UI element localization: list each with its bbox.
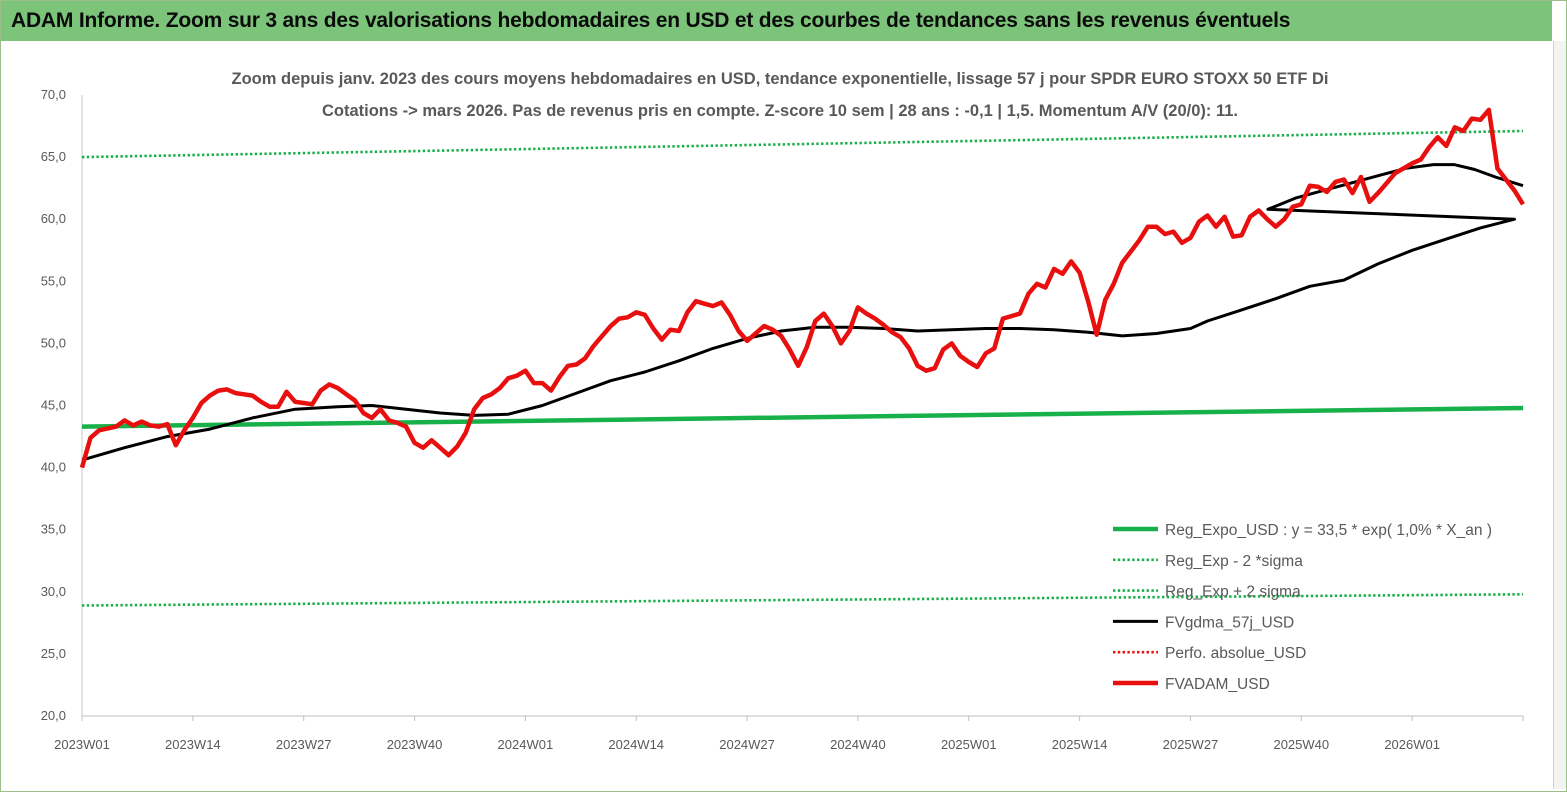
- chart-subtitle-line-1: Zoom depuis janv. 2023 des cours moyens …: [232, 70, 1329, 88]
- legend-reg-exp-plus-label: Reg_Exp + 2 sigma: [1165, 584, 1301, 601]
- x-tick-label: 2024W40: [830, 737, 886, 752]
- x-tick-label: 2025W40: [1273, 737, 1329, 752]
- y-tick-label: 50,0: [41, 335, 66, 350]
- legend-reg-expo-label: Reg_Expo_USD : y = 33,5 * exp( 1,0% * X_…: [1165, 522, 1492, 539]
- legend-reg-exp-minus-label: Reg_Exp - 2 *sigma: [1165, 553, 1303, 570]
- chart-axes: 20,0 25,0 30,0 35,0 40,0 45,0 50,0 55,0 60,0 65,0…: [41, 87, 1524, 752]
- reg-exp-plus-2sigma-line: [81, 593, 1524, 607]
- x-tick-label: 2025W14: [1052, 737, 1108, 752]
- chart-subtitle-line-2: Cotations -> mars 2026. Pas de revenus p…: [322, 102, 1238, 120]
- y-tick-label: 25,0: [41, 646, 66, 661]
- series-layer: [79, 107, 1525, 607]
- fvadam-line: [79, 107, 1525, 469]
- report-title: ADAM Informe. Zoom sur 3 ans des valoris…: [11, 9, 1291, 32]
- x-tick-label: 2025W01: [941, 737, 997, 752]
- y-tick-label: 55,0: [41, 273, 66, 288]
- x-tick-label: 2023W01: [54, 737, 110, 752]
- chart-legend: Reg_Expo_USD : y = 33,5 * exp( 1,0% * X_…: [1113, 522, 1492, 693]
- right-edge-strip: [1553, 41, 1566, 789]
- x-tick-label: 2024W01: [498, 737, 554, 752]
- y-tick-label: 40,0: [41, 460, 66, 475]
- y-tick-label: 65,0: [41, 149, 66, 164]
- x-tick-label: 2023W14: [165, 737, 221, 752]
- report-header: ADAM Informe. Zoom sur 3 ans des valoris…: [1, 1, 1552, 41]
- legend-perfo-label: Perfo. absolue_USD: [1165, 645, 1306, 662]
- y-tick-label: 20,0: [41, 708, 66, 723]
- y-tick-label: 35,0: [41, 522, 66, 537]
- x-tick-label: 2023W40: [387, 737, 443, 752]
- x-tick-label: 2024W27: [719, 737, 775, 752]
- x-tick-label: 2024W14: [608, 737, 664, 752]
- x-tick-label: 2023W27: [276, 737, 332, 752]
- y-tick-label: 70,0: [41, 87, 66, 102]
- y-tick-label: 60,0: [41, 211, 66, 226]
- x-tick-label: 2026W01: [1384, 737, 1440, 752]
- legend-fvgdma-label: FVgdma_57j_USD: [1165, 614, 1294, 631]
- line-chart: Zoom depuis janv. 2023 des cours moyens …: [41, 70, 1525, 752]
- y-tick-label: 45,0: [41, 398, 66, 413]
- reg-expo-line: [81, 405, 1524, 429]
- reg-exp-minus-2sigma-line: [81, 129, 1524, 159]
- y-tick-label: 30,0: [41, 584, 66, 599]
- x-tick-label: 2025W27: [1163, 737, 1219, 752]
- legend-fvadam-label: FVADAM_USD: [1165, 676, 1270, 693]
